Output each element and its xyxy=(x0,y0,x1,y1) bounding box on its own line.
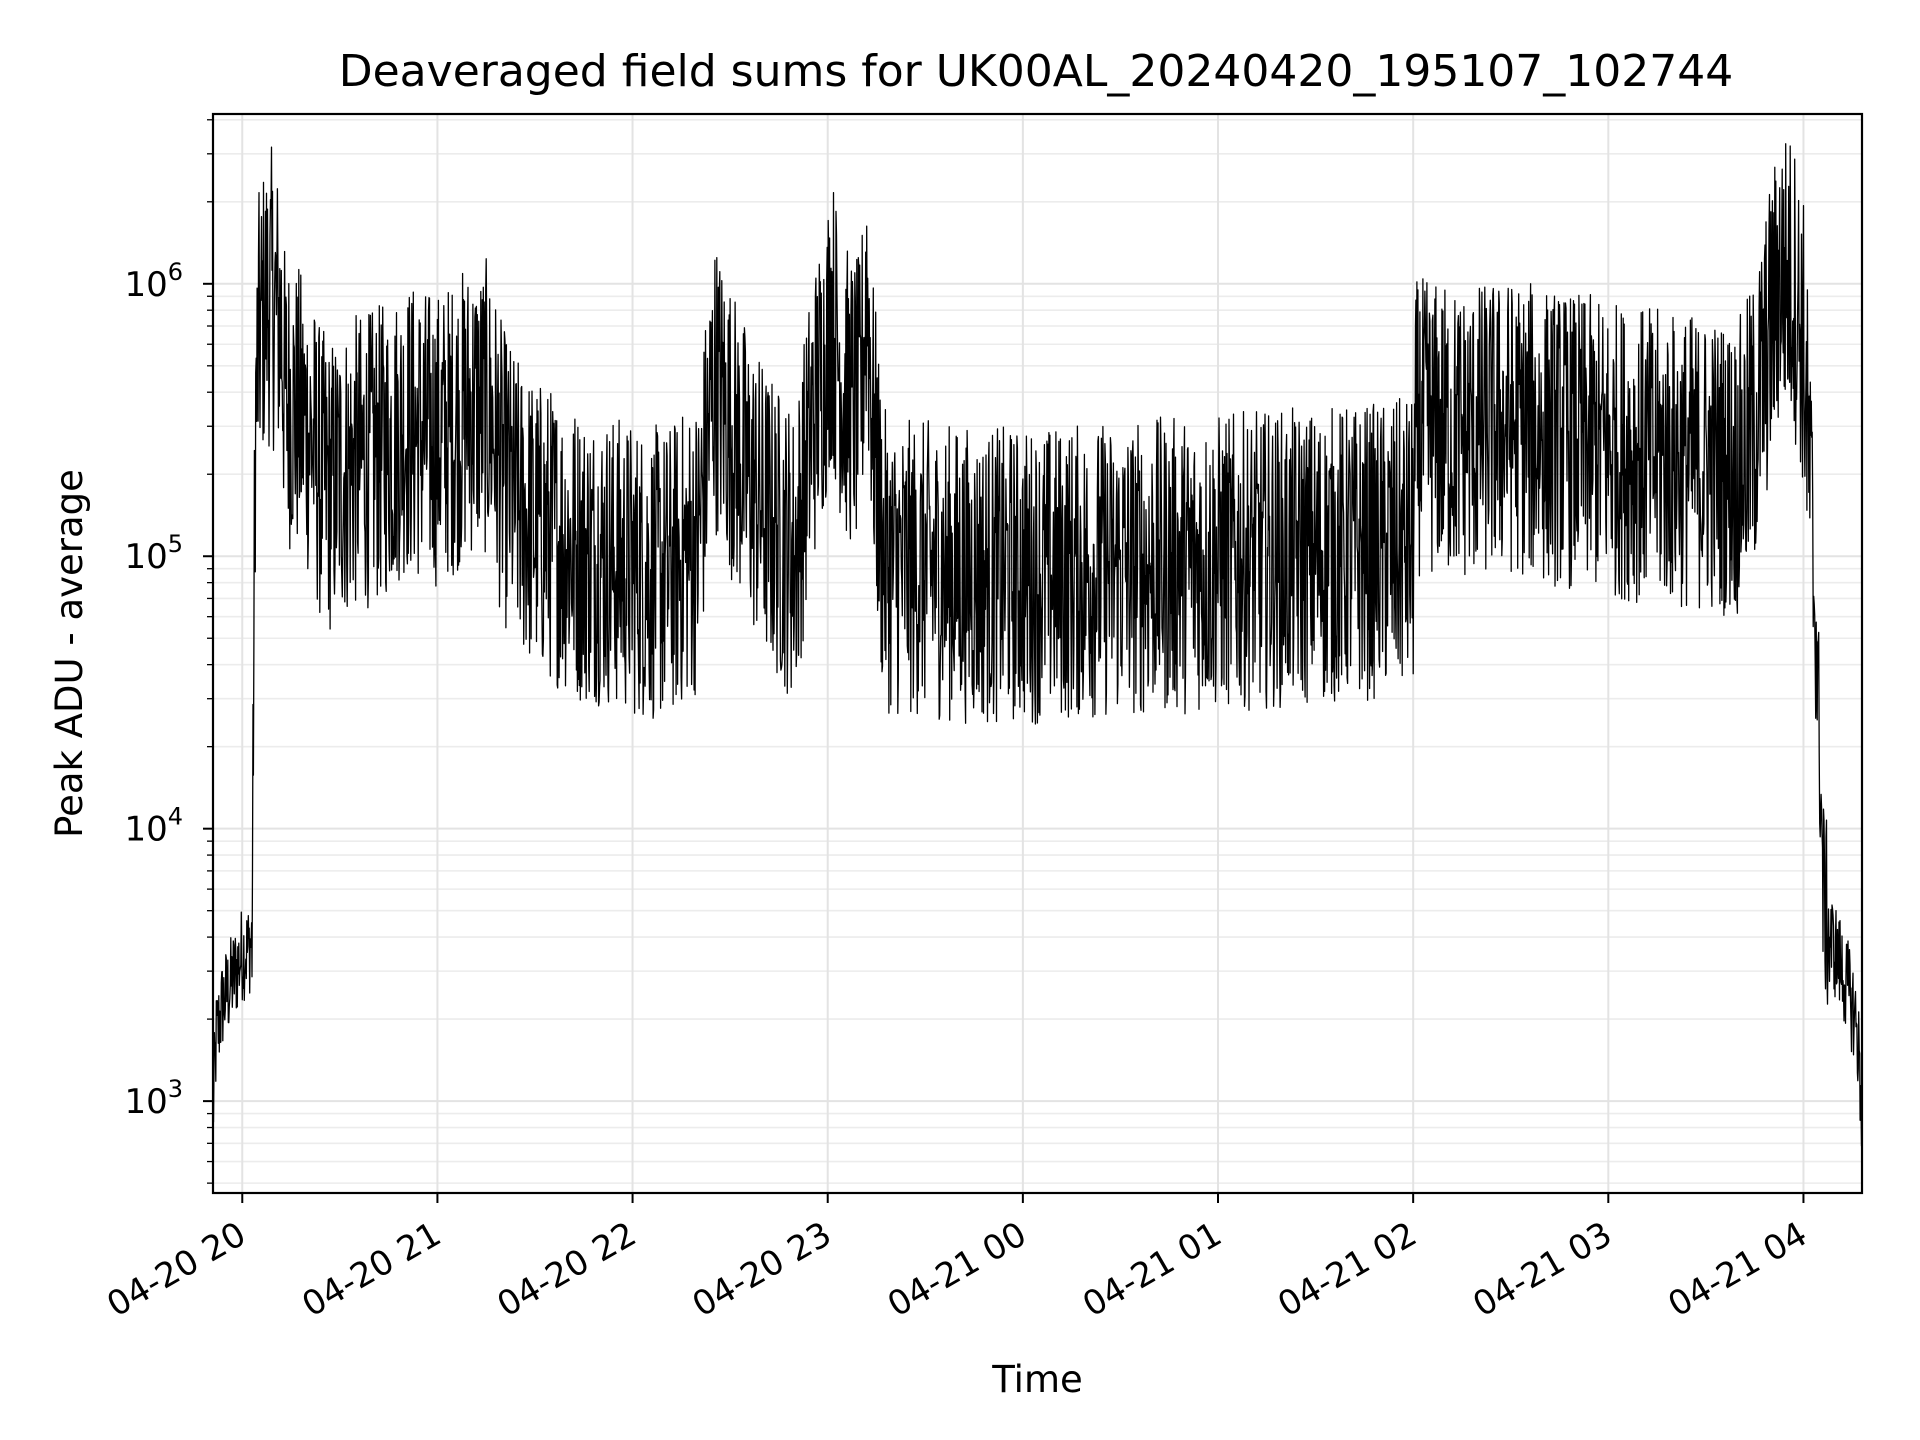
series-line xyxy=(212,143,1863,1147)
y-tick-label: 103 xyxy=(124,1075,183,1122)
chart-title: Deaveraged field sums for UK00AL_2024042… xyxy=(339,46,1734,97)
plot-frame xyxy=(211,112,1864,1195)
y-tick-label: 104 xyxy=(124,803,183,850)
y-tick-label: 106 xyxy=(124,258,183,305)
y-tick-label: 105 xyxy=(124,530,183,577)
y-axis-label: Peak ADU - average xyxy=(48,469,91,838)
x-axis-label: Time xyxy=(991,1358,1083,1401)
